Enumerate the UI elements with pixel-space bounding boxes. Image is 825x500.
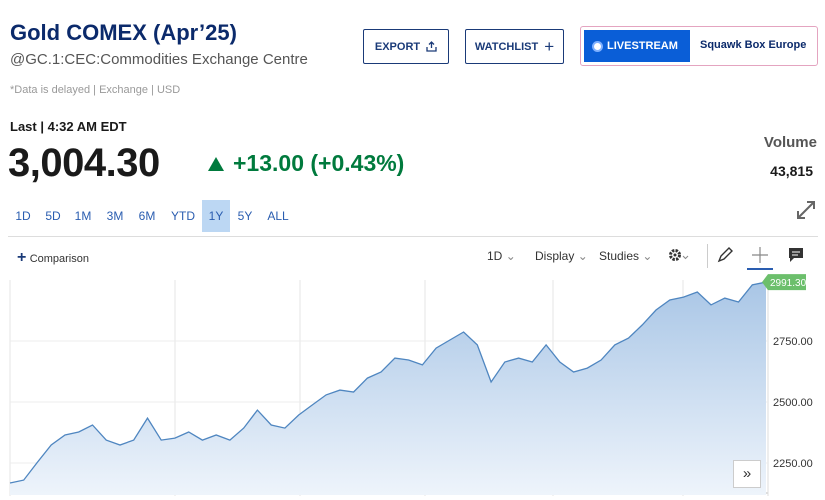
display-label: Display <box>535 249 575 263</box>
comparison-button[interactable]: + Comparison <box>17 249 89 266</box>
livestream-label: LIVESTREAM <box>607 40 678 52</box>
interval-button[interactable]: 1D ⌄ <box>487 249 516 263</box>
chart: 2250.00 2500.00 2750.00 2991.30 <box>9 274 813 496</box>
crosshair-active <box>747 268 773 270</box>
area-fill <box>10 282 766 495</box>
divider <box>8 236 818 237</box>
export-button[interactable]: EXPORT <box>363 29 449 64</box>
price-line <box>9 281 767 484</box>
range-button[interactable]: ALL <box>267 209 289 223</box>
settings-icon[interactable] <box>668 247 692 265</box>
up-arrow <box>208 156 224 171</box>
last-price-label: 2991.30 <box>770 278 807 289</box>
range-button[interactable]: 1Y <box>202 200 230 232</box>
studies-label: Studies <box>599 249 640 263</box>
title: Gold COMEX (Apr’25) <box>10 20 237 45</box>
volume-label: Volume <box>763 134 817 151</box>
livestream-box[interactable]: LIVESTREAM Squawk Box Europe <box>580 26 818 66</box>
change: +13.00 (+0.43%) <box>207 150 404 177</box>
export-label: EXPORT <box>374 40 421 53</box>
change-value: +13.00 (+0.43%) <box>233 150 405 176</box>
watchlist-button[interactable]: WATCHLIST + <box>465 29 564 64</box>
program-name: Squawk Box Europe <box>700 39 807 51</box>
plus-icon: + <box>544 36 555 56</box>
volume: 43,815 <box>770 163 813 179</box>
interval-label: 1D <box>487 249 503 263</box>
studies-button[interactable]: Studies ⌄ <box>599 249 653 263</box>
range-button[interactable]: YTD <box>171 209 195 223</box>
comparison-label: Comparison <box>29 253 89 265</box>
range-button[interactable]: 5D <box>45 209 61 223</box>
delay-note: *Data is delayed | Exchange | USD <box>10 84 181 96</box>
y-tick-label: 2750.00 <box>773 336 813 348</box>
toolbar-divider <box>707 244 708 268</box>
scroll-end-button[interactable]: » <box>733 460 761 488</box>
y-tick-label: 2500.00 <box>773 397 813 409</box>
crosshair-icon[interactable] <box>750 245 770 265</box>
last-time: Last | 4:32 AM EDT <box>10 119 127 134</box>
range-button[interactable]: 5Y <box>237 209 253 223</box>
draw-icon[interactable] <box>716 246 734 264</box>
y-tick-label: 2250.00 <box>773 458 813 470</box>
range-button[interactable]: 6M <box>138 209 156 223</box>
range-button[interactable]: 3M <box>106 209 124 223</box>
livestream-button[interactable]: LIVESTREAM <box>584 30 690 62</box>
display-button[interactable]: Display ⌄ <box>535 249 588 263</box>
expand-icon[interactable] <box>795 199 817 221</box>
export-icon <box>426 41 437 52</box>
live-dot <box>594 42 601 50</box>
subtitle: @GC.1:CEC:Commodities Exchange Centre <box>10 51 308 68</box>
price: 3,004.30 <box>8 141 160 185</box>
range-button[interactable]: 1M <box>74 209 92 223</box>
last-price-badge <box>762 274 806 291</box>
range-button[interactable]: 1D <box>15 209 31 223</box>
watchlist-label: WATCHLIST <box>474 40 539 53</box>
comment-icon[interactable] <box>787 246 805 264</box>
